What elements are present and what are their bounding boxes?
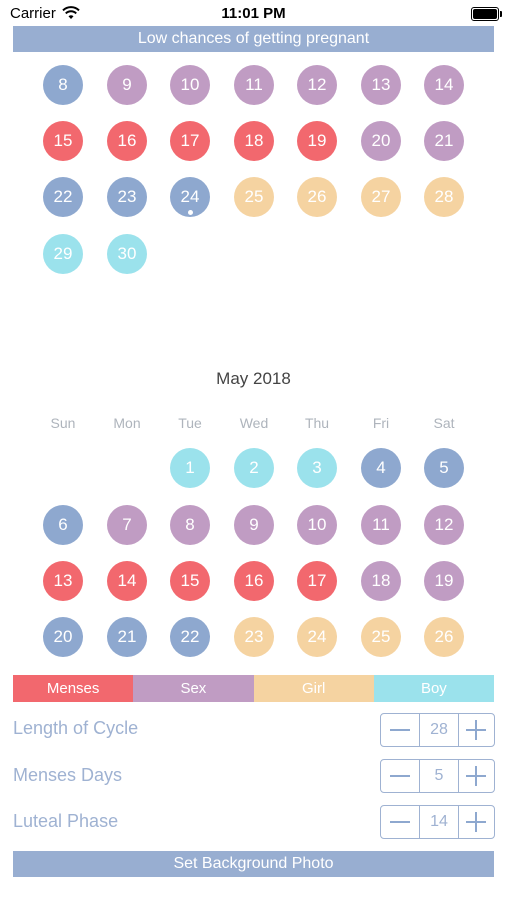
legend-sex: Sex xyxy=(133,675,254,702)
cycle-length-stepper: 28 xyxy=(380,713,495,747)
may-day-22[interactable]: 22 xyxy=(170,617,210,657)
prev-day-23[interactable]: 23 xyxy=(107,177,147,217)
prev-day-29[interactable]: 29 xyxy=(43,234,83,274)
weekday-mon: Mon xyxy=(113,415,141,431)
may-day-24[interactable]: 24 xyxy=(297,617,337,657)
may-day-4[interactable]: 4 xyxy=(361,448,401,488)
luteal-phase-value: 14 xyxy=(419,806,459,838)
prev-day-9[interactable]: 9 xyxy=(107,65,147,105)
prev-day-8[interactable]: 8 xyxy=(43,65,83,105)
prev-day-11[interactable]: 11 xyxy=(234,65,274,105)
prev-day-13[interactable]: 13 xyxy=(361,65,401,105)
prev-day-16[interactable]: 16 xyxy=(107,121,147,161)
may-day-23[interactable]: 23 xyxy=(234,617,274,657)
luteal-phase-stepper: 14 xyxy=(380,805,495,839)
plus-icon[interactable] xyxy=(458,760,494,792)
prev-day-28[interactable]: 28 xyxy=(424,177,464,217)
may-day-12[interactable]: 12 xyxy=(424,505,464,545)
may-day-1[interactable]: 1 xyxy=(170,448,210,488)
may-day-6[interactable]: 6 xyxy=(43,505,83,545)
set-background-photo-button[interactable]: Set Background Photo xyxy=(13,851,494,877)
prev-day-25[interactable]: 25 xyxy=(234,177,274,217)
legend-menses: Menses xyxy=(13,675,134,702)
prev-day-27[interactable]: 27 xyxy=(361,177,401,217)
may-day-18[interactable]: 18 xyxy=(361,561,401,601)
status-bar: Carrier 11:01 PM xyxy=(0,0,507,28)
plus-icon[interactable] xyxy=(458,806,494,838)
may-day-21[interactable]: 21 xyxy=(107,617,147,657)
weekday-thu: Thu xyxy=(304,415,330,431)
prev-day-26[interactable]: 26 xyxy=(297,177,337,217)
may-day-10[interactable]: 10 xyxy=(297,505,337,545)
weekday-tue: Tue xyxy=(178,415,202,431)
prev-day-15[interactable]: 15 xyxy=(43,121,83,161)
prev-day-30[interactable]: 30 xyxy=(107,234,147,274)
prev-day-10[interactable]: 10 xyxy=(170,65,210,105)
legend-girl: Girl xyxy=(253,675,374,702)
carrier-label: Carrier xyxy=(10,5,56,22)
prev-day-12[interactable]: 12 xyxy=(297,65,337,105)
may-day-13[interactable]: 13 xyxy=(43,561,83,601)
prev-day-19[interactable]: 19 xyxy=(297,121,337,161)
may-day-2[interactable]: 2 xyxy=(234,448,274,488)
prev-day-14[interactable]: 14 xyxy=(424,65,464,105)
prev-day-18[interactable]: 18 xyxy=(234,121,274,161)
cycle-length-value: 28 xyxy=(419,714,459,746)
weekday-wed: Wed xyxy=(239,415,269,431)
prev-day-20[interactable]: 20 xyxy=(361,121,401,161)
may-day-8[interactable]: 8 xyxy=(170,505,210,545)
may-day-25[interactable]: 25 xyxy=(361,617,401,657)
prev-day-21[interactable]: 21 xyxy=(424,121,464,161)
may-day-16[interactable]: 16 xyxy=(234,561,274,601)
wifi-icon xyxy=(62,6,80,19)
menses-days-value: 5 xyxy=(419,760,459,792)
may-day-3[interactable]: 3 xyxy=(297,448,337,488)
luteal-phase-label: Luteal Phase xyxy=(13,811,119,831)
may-day-20[interactable]: 20 xyxy=(43,617,83,657)
may-day-19[interactable]: 19 xyxy=(424,561,464,601)
pregnancy-chance-banner: Low chances of getting pregnant xyxy=(13,26,494,52)
may-day-15[interactable]: 15 xyxy=(170,561,210,601)
menses-days-stepper: 5 xyxy=(380,759,495,793)
may-day-9[interactable]: 9 xyxy=(234,505,274,545)
may-day-26[interactable]: 26 xyxy=(424,617,464,657)
minus-icon[interactable] xyxy=(381,714,419,746)
status-time: 11:01 PM xyxy=(221,5,286,22)
prev-day-17[interactable]: 17 xyxy=(170,121,210,161)
may-day-14[interactable]: 14 xyxy=(107,561,147,601)
may-day-5[interactable]: 5 xyxy=(424,448,464,488)
prev-day-24[interactable]: 24 xyxy=(170,177,210,217)
battery-icon xyxy=(471,7,502,21)
cycle-length-label: Length of Cycle xyxy=(13,718,139,738)
minus-icon[interactable] xyxy=(381,760,419,792)
plus-icon[interactable] xyxy=(458,714,494,746)
month-title: May 2018 xyxy=(216,369,291,388)
legend-boy: Boy xyxy=(373,675,494,702)
legend-bar: Menses Sex Girl Boy xyxy=(13,675,494,702)
weekday-fri: Fri xyxy=(372,415,390,431)
menses-days-label: Menses Days xyxy=(13,765,123,785)
may-day-7[interactable]: 7 xyxy=(107,505,147,545)
minus-icon[interactable] xyxy=(381,806,419,838)
may-day-11[interactable]: 11 xyxy=(361,505,401,545)
weekday-sat: Sat xyxy=(433,415,455,431)
may-day-17[interactable]: 17 xyxy=(297,561,337,601)
today-indicator xyxy=(188,210,193,215)
prev-day-22[interactable]: 22 xyxy=(43,177,83,217)
weekday-sun: Sun xyxy=(50,415,76,431)
